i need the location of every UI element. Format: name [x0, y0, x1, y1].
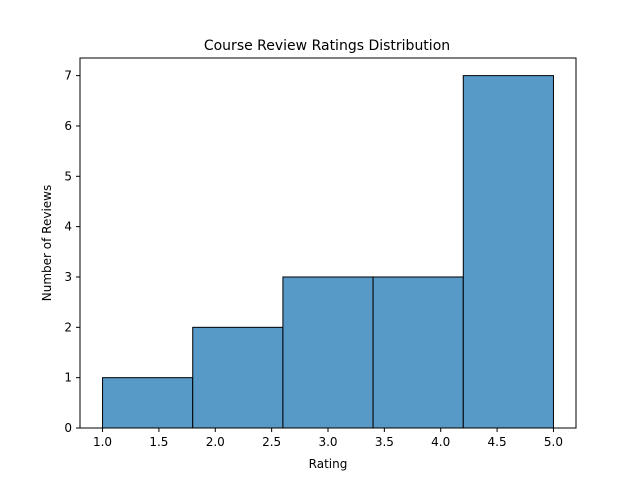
- y-tick-label: 5: [64, 169, 72, 183]
- x-tick-label: 3.0: [318, 435, 337, 449]
- x-tick-label: 2.5: [262, 435, 281, 449]
- y-tick-label: 6: [64, 119, 72, 133]
- x-tick-label: 1.0: [93, 435, 112, 449]
- y-tick-label: 1: [64, 371, 72, 385]
- y-tick-label: 2: [64, 320, 72, 334]
- histogram-bar-1: [102, 377, 194, 429]
- histogram-bar-4: [372, 276, 464, 429]
- x-tick-label: 1.5: [149, 435, 168, 449]
- x-tick-label: 4.0: [431, 435, 450, 449]
- y-tick-label: 3: [64, 270, 72, 284]
- y-axis: 0 1 2 3 4 5 6 7: [64, 69, 80, 435]
- chart-title: Course Review Ratings Distribution: [204, 38, 450, 54]
- y-axis-label: Number of Reviews: [40, 185, 54, 301]
- x-axis-label: Rating: [309, 457, 348, 471]
- histogram-bar-3: [282, 276, 374, 429]
- x-tick-label: 2.0: [206, 435, 225, 449]
- x-tick-label: 3.5: [375, 435, 394, 449]
- x-tick-label: 4.5: [488, 435, 507, 449]
- histogram-bar-2: [192, 326, 284, 429]
- y-tick-label: 0: [64, 421, 72, 435]
- histogram-bar-5: [462, 75, 554, 429]
- x-axis: 1.0 1.5 2.0 2.5 3.0 3.5 4.0 4.5 5.0: [93, 428, 563, 449]
- y-tick-label: 4: [64, 220, 72, 234]
- y-tick-label: 7: [64, 69, 72, 83]
- x-tick-label: 5.0: [544, 435, 563, 449]
- bars-group: [102, 75, 554, 429]
